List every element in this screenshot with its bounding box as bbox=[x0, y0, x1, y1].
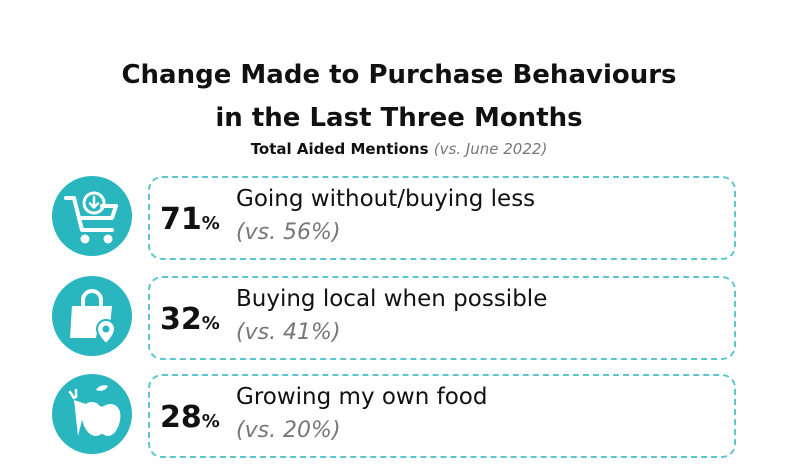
stat-label: Growing my own food bbox=[236, 384, 488, 410]
stat-row-growing-food: 28% Growing my own food (vs. 20%) bbox=[0, 374, 798, 466]
stat-value: 32 bbox=[160, 302, 202, 337]
chart-subtitle: Total Aided Mentions (vs. June 2022) bbox=[0, 140, 798, 158]
stat-card bbox=[148, 176, 736, 260]
stat-percentage: 32% bbox=[160, 302, 220, 337]
stat-percentage: 28% bbox=[160, 400, 220, 435]
stat-comparison: (vs. 56%) bbox=[236, 220, 341, 245]
shopping-bag-location-icon bbox=[52, 276, 132, 356]
stat-unit: % bbox=[201, 411, 220, 432]
stat-row-buying-local: 32% Buying local when possible (vs. 41%) bbox=[0, 276, 798, 368]
chart-title: Change Made to Purchase Behaviours in th… bbox=[0, 54, 798, 140]
subtitle-main: Total Aided Mentions bbox=[250, 140, 429, 158]
stat-value: 28 bbox=[160, 400, 202, 435]
stat-value: 71 bbox=[160, 202, 202, 237]
stat-unit: % bbox=[201, 213, 220, 234]
stat-row-going-without: 71% Going without/buying less (vs. 56%) bbox=[0, 176, 798, 268]
title-line-2: in the Last Three Months bbox=[215, 103, 583, 133]
title-line-1: Change Made to Purchase Behaviours bbox=[121, 60, 677, 90]
stat-label: Buying local when possible bbox=[236, 286, 548, 312]
stat-comparison: (vs. 41%) bbox=[236, 320, 341, 345]
shopping-cart-icon bbox=[52, 176, 132, 256]
stat-percentage: 71% bbox=[160, 202, 220, 237]
stat-unit: % bbox=[201, 313, 220, 334]
produce-icon bbox=[52, 374, 132, 454]
subtitle-comparison: (vs. June 2022) bbox=[433, 140, 548, 158]
stat-comparison: (vs. 20%) bbox=[236, 418, 341, 443]
stat-label: Going without/buying less bbox=[236, 186, 536, 212]
stat-card bbox=[148, 276, 736, 360]
